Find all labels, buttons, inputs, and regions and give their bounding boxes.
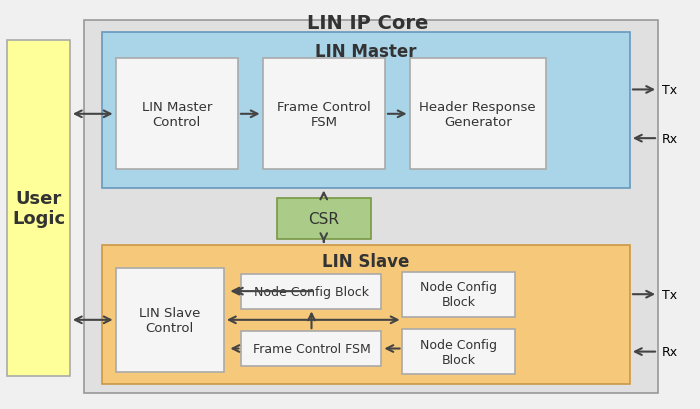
FancyBboxPatch shape <box>410 59 546 170</box>
FancyBboxPatch shape <box>262 59 385 170</box>
FancyBboxPatch shape <box>116 268 224 372</box>
Text: LIN Master: LIN Master <box>315 43 416 61</box>
FancyBboxPatch shape <box>241 274 382 309</box>
Text: LIN Slave: LIN Slave <box>322 253 409 271</box>
Text: Tx: Tx <box>662 84 677 97</box>
FancyBboxPatch shape <box>102 245 630 384</box>
Text: Rx: Rx <box>662 133 678 145</box>
FancyBboxPatch shape <box>241 331 382 366</box>
FancyBboxPatch shape <box>402 272 514 317</box>
Text: Node Config Block: Node Config Block <box>254 285 369 298</box>
Text: Frame Control FSM: Frame Control FSM <box>253 342 370 355</box>
Text: User
Logic: User Logic <box>12 189 65 228</box>
FancyBboxPatch shape <box>276 198 371 239</box>
Text: LIN IP Core: LIN IP Core <box>307 14 428 33</box>
Text: Frame Control
FSM: Frame Control FSM <box>277 101 370 128</box>
Text: Rx: Rx <box>662 345 678 358</box>
Text: Node Config
Block: Node Config Block <box>420 338 497 366</box>
Text: LIN Master
Control: LIN Master Control <box>141 101 212 128</box>
Text: CSR: CSR <box>308 211 340 226</box>
Text: Header Response
Generator: Header Response Generator <box>419 101 536 128</box>
FancyBboxPatch shape <box>116 59 238 170</box>
FancyBboxPatch shape <box>7 41 70 376</box>
FancyBboxPatch shape <box>84 20 658 393</box>
Text: Node Config
Block: Node Config Block <box>420 281 497 308</box>
FancyBboxPatch shape <box>402 329 514 374</box>
FancyBboxPatch shape <box>102 33 630 188</box>
Text: Tx: Tx <box>662 288 677 301</box>
Text: LIN Slave
Control: LIN Slave Control <box>139 306 200 334</box>
